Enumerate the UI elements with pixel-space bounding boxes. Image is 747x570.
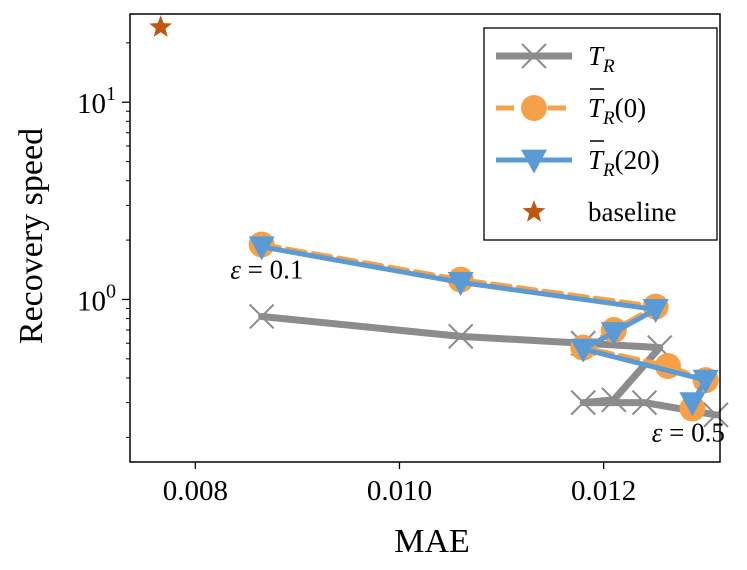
data-point-2-1 bbox=[447, 272, 474, 297]
plot-area bbox=[149, 15, 729, 428]
legend-item-0: TR bbox=[496, 41, 615, 77]
data-point-2-3 bbox=[600, 322, 627, 347]
y-tick-label-0: 100 bbox=[77, 280, 116, 317]
legend: TR TR(0) TR(20) baseline bbox=[483, 27, 718, 241]
series-line-0 bbox=[258, 313, 720, 419]
legend-label-1: TR(0) bbox=[588, 93, 646, 129]
data-point-0-4 bbox=[601, 387, 627, 413]
series-1 bbox=[248, 231, 719, 422]
annotation-1: ε = 0.5 bbox=[652, 418, 725, 448]
data-point-3-0 bbox=[149, 15, 173, 37]
plot-frame bbox=[129, 13, 721, 463]
data-point-2-4 bbox=[570, 338, 597, 363]
axes: 0.008 0.010 0.012 100 101 ε = 0.1 ε = 0.5 bbox=[77, 13, 725, 507]
data-point-2-5 bbox=[692, 369, 719, 394]
series-3 bbox=[149, 15, 173, 37]
y-tick-label-1: 101 bbox=[77, 83, 116, 120]
y-axis-label: Recovery speed bbox=[13, 128, 50, 344]
legend-label-0: TR bbox=[588, 41, 615, 77]
legend-item-2: TR(20) bbox=[496, 140, 660, 181]
legend-box bbox=[483, 27, 718, 241]
legend-marker-3 bbox=[522, 200, 546, 222]
x-tick-label-2: 0.012 bbox=[571, 475, 636, 507]
series-2 bbox=[248, 236, 719, 417]
legend-marker-0 bbox=[521, 43, 547, 69]
data-point-0-0 bbox=[248, 303, 275, 330]
x-axis-label: MAE bbox=[394, 523, 470, 560]
legend-marker-1 bbox=[521, 95, 547, 121]
legend-item-3: baseline bbox=[522, 197, 676, 227]
data-point-0-7 bbox=[703, 402, 729, 428]
x-tick-label-1: 0.010 bbox=[367, 475, 432, 507]
data-point-2-2 bbox=[642, 299, 669, 324]
data-point-0-1 bbox=[448, 323, 474, 350]
data-point-0-6 bbox=[631, 389, 658, 416]
data-point-0-5 bbox=[570, 389, 596, 416]
series-0 bbox=[248, 303, 729, 428]
legend-label-2: TR(20) bbox=[588, 145, 660, 181]
x-tick-label-0: 0.008 bbox=[163, 475, 228, 507]
legend-marker-2 bbox=[521, 149, 547, 174]
annotation-0: ε = 0.1 bbox=[230, 254, 303, 284]
data-point-2-0 bbox=[248, 236, 275, 261]
data-point-2-6 bbox=[679, 392, 706, 417]
legend-item-1: TR(0) bbox=[496, 88, 646, 129]
legend-label-3: baseline bbox=[588, 197, 676, 227]
